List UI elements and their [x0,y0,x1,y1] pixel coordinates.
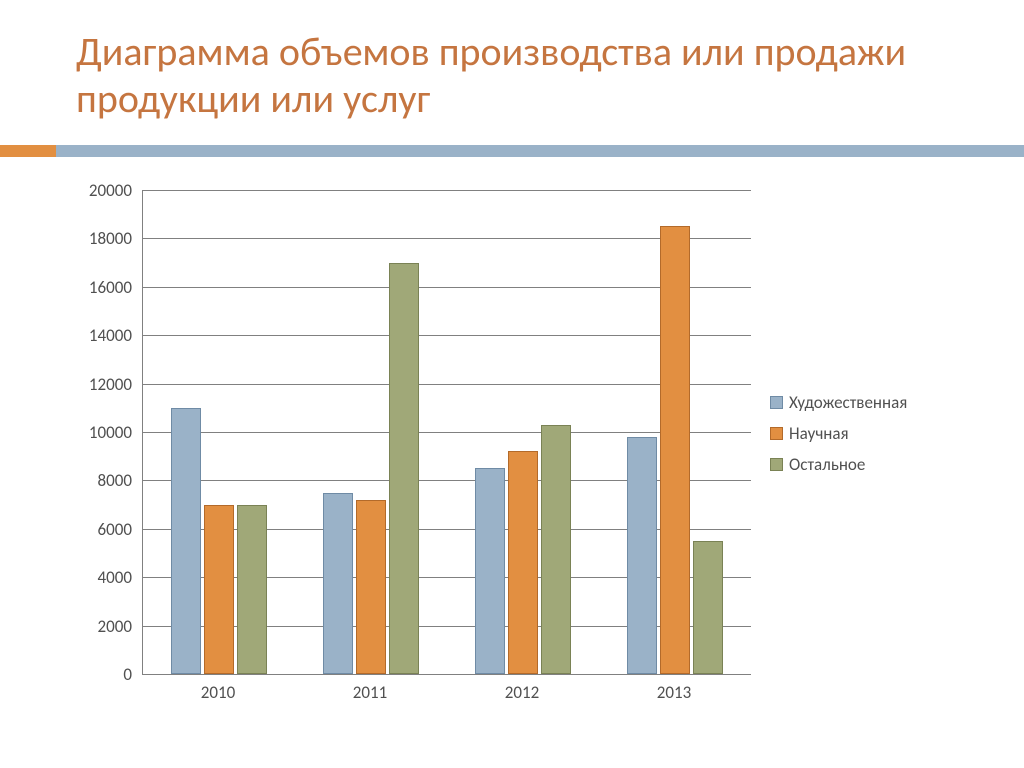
accent-bar-left [0,145,56,157]
accent-bar-right [56,145,1024,157]
bar-Художественная [475,468,505,674]
bar-Художественная [323,493,353,675]
bar-Научная [204,505,234,674]
y-axis-label: 20000 [72,180,132,201]
bar-Научная [660,226,690,674]
x-axis-label: 2010 [142,682,294,703]
y-axis-label: 16000 [72,277,132,298]
x-axis-label: 2012 [446,682,598,703]
slide: Диаграмма объемов производства или прода… [0,0,1024,768]
chart-legend: Художественная Научная Остальное [770,392,907,485]
legend-swatch [770,396,783,409]
bar-Художественная [627,437,657,674]
legend-item: Остальное [770,454,907,475]
bar-Научная [356,500,386,674]
gridline [143,190,751,191]
y-axis-label: 14000 [72,325,132,346]
legend-item: Научная [770,423,907,444]
bar-Остальное [693,541,723,674]
y-axis-label: 0 [72,664,132,685]
bar-Остальное [541,425,571,674]
chart-plot-area [142,190,751,675]
bar-Художественная [171,408,201,674]
legend-item: Художественная [770,392,907,413]
bar-Остальное [237,505,267,674]
y-axis-label: 8000 [72,470,132,491]
y-axis-label: 6000 [72,519,132,540]
legend-label: Научная [789,423,849,444]
y-axis-label: 12000 [72,374,132,395]
legend-label: Остальное [789,454,865,475]
bar-Остальное [389,263,419,674]
slide-title: Диаграмма объемов производства или прода… [76,28,976,122]
legend-label: Художественная [789,392,907,413]
y-axis-label: 10000 [72,422,132,443]
bar-Научная [508,451,538,674]
x-axis-label: 2011 [294,682,446,703]
legend-swatch [770,458,783,471]
x-axis-label: 2013 [598,682,750,703]
y-axis-label: 4000 [72,567,132,588]
y-axis-label: 2000 [72,616,132,637]
y-axis-label: 18000 [72,228,132,249]
legend-swatch [770,427,783,440]
